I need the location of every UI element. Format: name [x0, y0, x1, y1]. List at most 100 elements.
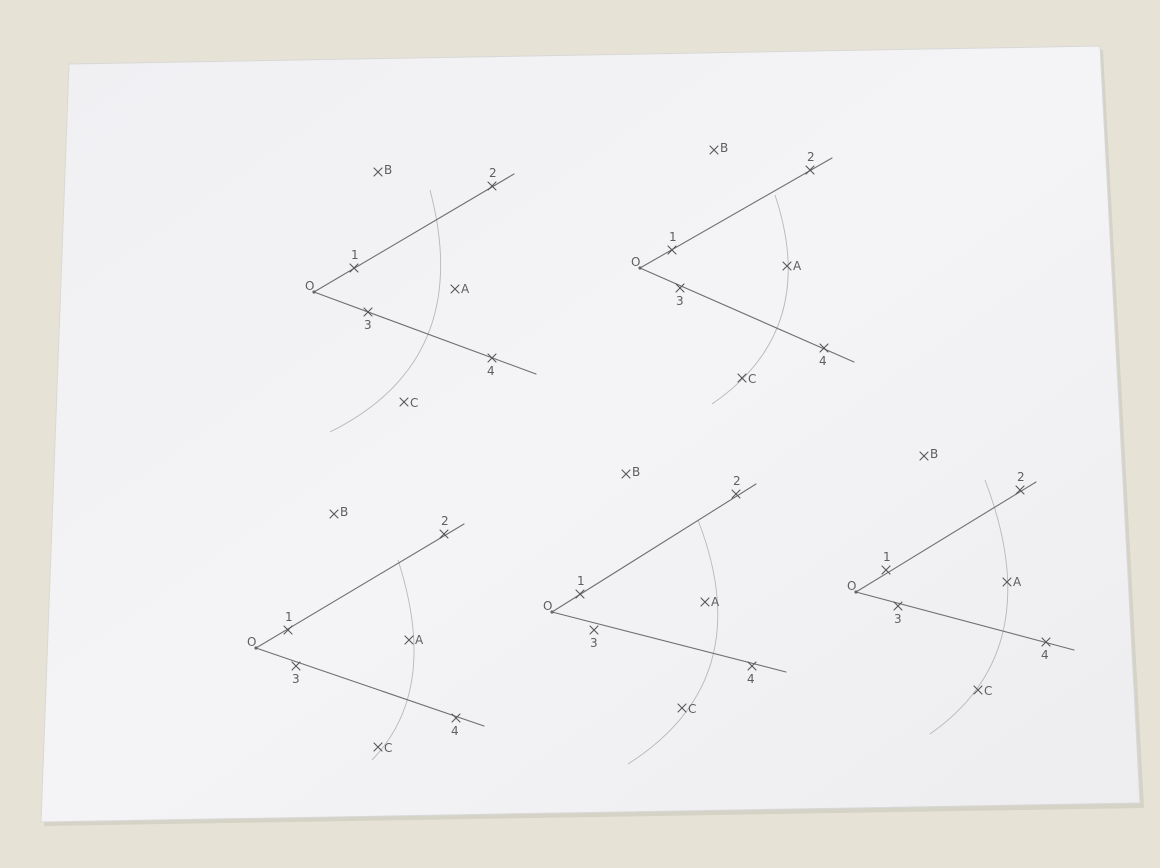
origin-dot: [312, 290, 316, 294]
mark-4-stroke-b: [451, 713, 461, 723]
mark-4: [1041, 637, 1051, 647]
point-b-stroke-b: [621, 469, 631, 479]
ray-lower: [255, 647, 485, 727]
point-c-stroke-b: [373, 742, 383, 752]
mark-2-stroke-b: [487, 181, 497, 191]
mark-4: [487, 353, 497, 363]
mark-2-label: 2: [489, 166, 497, 180]
mark-4-label: 4: [487, 364, 495, 378]
point-c: [973, 685, 983, 695]
paper-sheet: [40, 45, 1141, 823]
origin-dot: [638, 266, 642, 270]
construction-figure-4: O 1 2 3 4 A B C: [543, 465, 787, 765]
point-a: [700, 597, 710, 607]
mark-4-stroke-b: [1041, 637, 1051, 647]
mark-2-label: 2: [733, 474, 741, 488]
point-a-label: A: [1013, 575, 1022, 589]
point-c-label: C: [688, 702, 696, 716]
mark-1-stroke-b: [881, 565, 891, 575]
mark-1-stroke-b: [667, 245, 677, 255]
mark-1: [881, 565, 891, 575]
point-b-stroke-b: [373, 167, 383, 177]
ray-lower: [313, 291, 537, 375]
point-c: [399, 397, 409, 407]
origin-dot: [854, 590, 858, 594]
point-a: [450, 284, 460, 294]
origin-label: O: [305, 279, 314, 293]
mark-4: [451, 713, 461, 723]
mark-3-stroke-b: [675, 283, 685, 293]
point-c-label: C: [748, 372, 756, 386]
mark-2-stroke-b: [439, 529, 449, 539]
point-b-label: B: [632, 465, 640, 479]
mark-3-label: 3: [292, 672, 300, 686]
point-c: [737, 373, 747, 383]
origin-label: O: [247, 635, 256, 649]
mark-3-label: 3: [364, 318, 372, 332]
mark-3: [675, 283, 685, 293]
point-c-stroke-b: [973, 685, 983, 695]
point-b-stroke-b: [329, 509, 339, 519]
mark-4-stroke-b: [487, 353, 497, 363]
point-a-label: A: [461, 282, 470, 296]
mark-3: [363, 307, 373, 317]
point-a: [1002, 577, 1012, 587]
point-a-stroke-b: [1002, 577, 1012, 587]
mark-3: [589, 625, 599, 635]
compass-arc: [371, 559, 415, 761]
point-a-label: A: [793, 259, 802, 273]
mark-4: [819, 343, 829, 353]
point-a-label: A: [711, 595, 720, 609]
mark-1-stroke-b: [349, 263, 359, 273]
point-a-stroke-b: [450, 284, 460, 294]
origin-dot: [254, 646, 258, 650]
mark-2-label: 2: [441, 514, 449, 528]
mark-2-label: 2: [807, 150, 815, 164]
origin-label: O: [847, 579, 856, 593]
mark-2-stroke-b: [805, 165, 815, 175]
construction-figures: O 1 2 3 4 A B C O 1 2 3 4 A B C O 1 2 3 4 A B C O 1 2 3 4 A B C O 1 2 3 4 A B C: [247, 141, 1075, 765]
ray-upper: [313, 173, 515, 293]
mark-3: [291, 661, 301, 671]
mark-3-stroke-b: [291, 661, 301, 671]
point-c: [373, 742, 383, 752]
construction-figure-5: O 1 2 3 4 A B C: [847, 447, 1075, 735]
compass-arc: [627, 519, 719, 765]
ray-upper: [551, 483, 757, 613]
mark-4: [747, 661, 757, 671]
mark-4-label: 4: [747, 672, 755, 686]
point-c: [677, 703, 687, 713]
point-b-label: B: [720, 141, 728, 155]
point-a: [782, 261, 792, 271]
mark-1: [575, 589, 585, 599]
point-a-stroke-b: [404, 635, 414, 645]
construction-figure-1: O 1 2 3 4 A B C: [305, 163, 537, 433]
mark-1: [283, 625, 293, 635]
point-c-stroke-b: [677, 703, 687, 713]
point-b-label: B: [340, 505, 348, 519]
mark-3-stroke-b: [893, 601, 903, 611]
mark-3-label: 3: [590, 636, 598, 650]
mark-2: [1015, 485, 1025, 495]
mark-1-label: 1: [577, 574, 585, 588]
mark-2: [439, 529, 449, 539]
ray-lower: [551, 611, 787, 673]
ray-upper: [855, 481, 1037, 593]
mark-2-label: 2: [1017, 470, 1025, 484]
compass-arc: [329, 189, 442, 433]
mark-3: [893, 601, 903, 611]
mark-1-label: 1: [351, 248, 359, 262]
mark-4-stroke-b: [747, 661, 757, 671]
mark-4-stroke-b: [819, 343, 829, 353]
point-b: [329, 509, 339, 519]
point-b: [709, 145, 719, 155]
mark-4-label: 4: [1041, 648, 1049, 662]
mark-2: [487, 181, 497, 191]
point-b-stroke-b: [919, 451, 929, 461]
point-b-label: B: [384, 163, 392, 177]
mark-3-stroke-b: [363, 307, 373, 317]
origin-dot: [550, 610, 554, 614]
mark-4-label: 4: [451, 724, 459, 738]
mark-4-label: 4: [819, 354, 827, 368]
